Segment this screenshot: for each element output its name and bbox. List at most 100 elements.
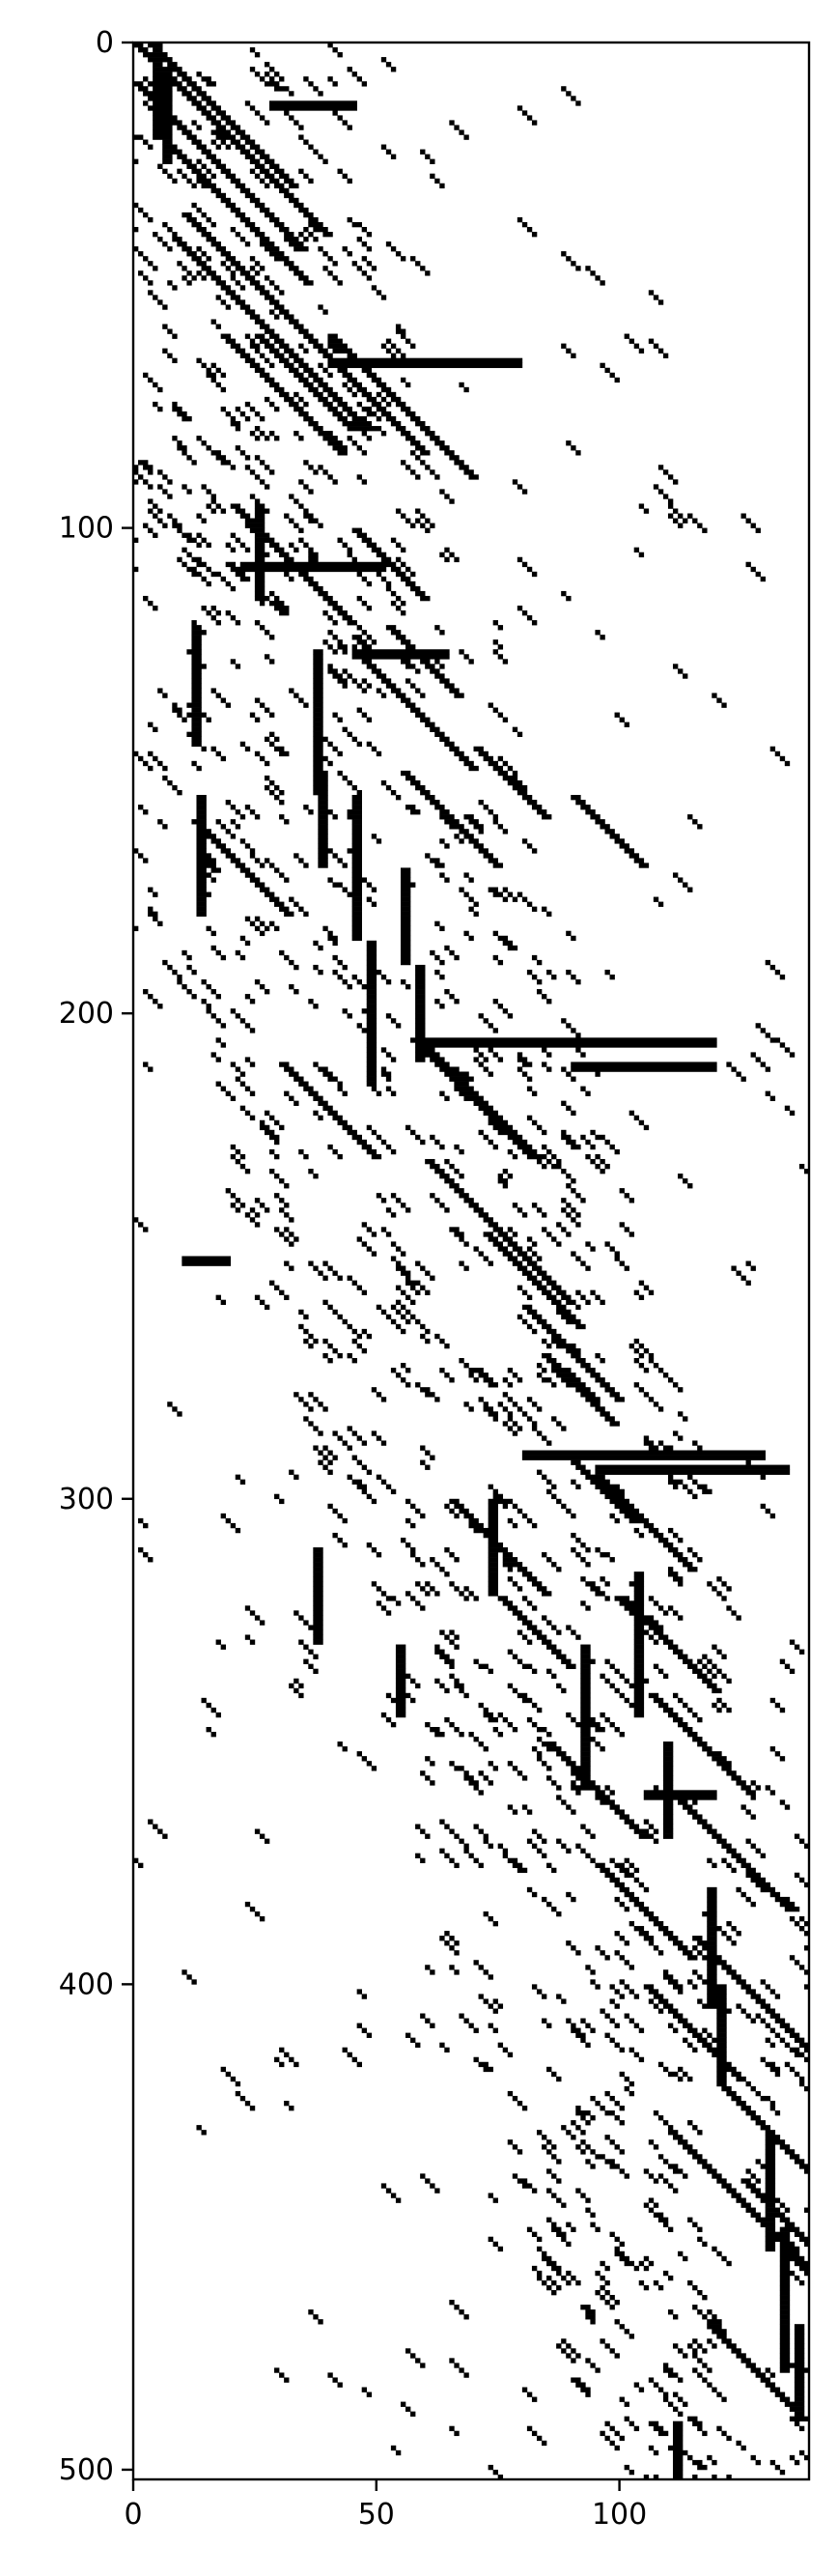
- matrix-cell-run: [274, 1493, 280, 1500]
- matrix-cell-run: [590, 2115, 596, 2121]
- matrix-cell-run: [614, 1503, 634, 1510]
- matrix-cell-run: [609, 2305, 615, 2310]
- matrix-cell-run: [220, 2066, 226, 2073]
- matrix-cell-run: [556, 2178, 562, 2184]
- matrix-cell-run: [794, 2367, 810, 2373]
- matrix-cell-run: [274, 867, 280, 873]
- matrix-cell-run: [687, 887, 693, 892]
- matrix-cell-run: [313, 1605, 323, 1611]
- matrix-cell-run: [638, 2387, 645, 2392]
- matrix-cell-run: [672, 2440, 684, 2447]
- matrix-cell-run: [789, 2032, 800, 2038]
- matrix-cell-run: [692, 1737, 703, 1742]
- matrix-cell-run: [264, 183, 270, 189]
- matrix-cell-run: [662, 1828, 674, 1834]
- matrix-cell-run: [410, 585, 421, 592]
- matrix-cell-run: [575, 1256, 581, 1261]
- matrix-cell-run: [546, 1766, 552, 1771]
- matrix-cell-run: [249, 158, 261, 164]
- matrix-cell-run: [604, 1581, 610, 1587]
- matrix-cell-run: [571, 2120, 576, 2126]
- matrix-cell-run: [351, 843, 362, 849]
- matrix-cell-run: [196, 853, 211, 859]
- matrix-cell-run: [254, 232, 265, 238]
- matrix-cell-run: [667, 2130, 679, 2136]
- matrix-cell-run: [707, 1960, 727, 1966]
- matrix-cell-run: [512, 1153, 518, 1160]
- matrix-cell-run: [643, 2265, 650, 2272]
- matrix-cell-run: [332, 275, 338, 281]
- matrix-cell-run: [385, 1076, 392, 1082]
- matrix-cell-run: [332, 649, 338, 655]
- matrix-cell-run: [430, 1557, 435, 1563]
- matrix-cell-run: [182, 547, 187, 553]
- matrix-cell-run: [580, 1658, 596, 1664]
- matrix-cell-run: [488, 1513, 498, 1519]
- matrix-cell-run: [585, 2392, 591, 2397]
- matrix-cell-run: [157, 386, 163, 393]
- matrix-cell-run: [497, 935, 509, 942]
- matrix-cell-run: [327, 600, 338, 607]
- matrix-cell-run: [274, 338, 285, 344]
- matrix-cell-run: [736, 1780, 746, 1786]
- matrix-cell-run: [395, 1692, 411, 1699]
- matrix-cell-run: [512, 2173, 518, 2179]
- matrix-cell-run: [385, 683, 397, 689]
- matrix-cell-run: [259, 353, 265, 358]
- matrix-cell-run: [313, 659, 323, 665]
- matrix-cell-run: [444, 1931, 450, 1937]
- matrix-cell-run: [521, 838, 528, 844]
- matrix-cell-run: [512, 784, 528, 791]
- matrix-cell-run: [244, 1057, 251, 1062]
- matrix-cell-run: [507, 1241, 518, 1247]
- matrix-cell-run: [678, 877, 684, 883]
- matrix-cell-run: [196, 357, 202, 364]
- matrix-cell-run: [395, 251, 402, 257]
- matrix-cell-run: [337, 1081, 343, 1087]
- matrix-cell-run: [191, 275, 197, 281]
- matrix-cell-run: [765, 2231, 791, 2238]
- matrix-cell-run: [585, 1474, 605, 1480]
- matrix-cell-run: [604, 2289, 610, 2296]
- matrix-cell-run: [434, 1333, 440, 1340]
- matrix-cell-run: [662, 2270, 669, 2277]
- matrix-cell-run: [415, 999, 426, 1005]
- matrix-cell-run: [561, 2236, 567, 2243]
- matrix-cell-run: [279, 552, 290, 558]
- matrix-cell-run: [425, 431, 435, 437]
- matrix-cell-run: [517, 216, 523, 223]
- matrix-cell-run: [784, 1105, 791, 1111]
- matrix-cell-run: [439, 959, 445, 966]
- matrix-cell-run: [230, 1062, 237, 1067]
- matrix-cell-run: [561, 1018, 567, 1024]
- matrix-cell-run: [624, 1605, 645, 1611]
- matrix-cell-run: [167, 246, 173, 252]
- matrix-cell-run: [332, 620, 338, 626]
- matrix-cell-run: [269, 251, 285, 257]
- matrix-cell-run: [575, 2382, 586, 2388]
- matrix-cell-run: [551, 2279, 557, 2286]
- matrix-cell-run: [536, 1285, 547, 1290]
- matrix-cell-run: [230, 275, 237, 281]
- matrix-cell-run: [507, 1416, 514, 1422]
- matrix-cell-run: [517, 1567, 528, 1572]
- matrix-cell-run: [687, 2149, 698, 2155]
- matrix-cell-run: [551, 1780, 557, 1786]
- matrix-cell-run: [143, 256, 149, 262]
- matrix-cell-run: [337, 1741, 343, 1747]
- matrix-cell-run: [332, 969, 338, 976]
- matrix-cell-run: [454, 1950, 460, 1956]
- matrix-cell-run: [249, 280, 261, 286]
- matrix-cell-run: [298, 906, 304, 912]
- matrix-cell-run: [687, 1488, 693, 1495]
- matrix-cell-run: [347, 547, 352, 553]
- matrix-cell-run: [478, 1052, 484, 1058]
- matrix-cell-run: [347, 1352, 352, 1359]
- matrix-cell-run: [546, 1440, 552, 1446]
- matrix-cell-run: [784, 2401, 805, 2407]
- matrix-cell-run: [215, 110, 226, 116]
- matrix-cell-run: [678, 1411, 684, 1417]
- matrix-cell-run: [366, 1047, 377, 1053]
- matrix-cell-run: [478, 800, 484, 806]
